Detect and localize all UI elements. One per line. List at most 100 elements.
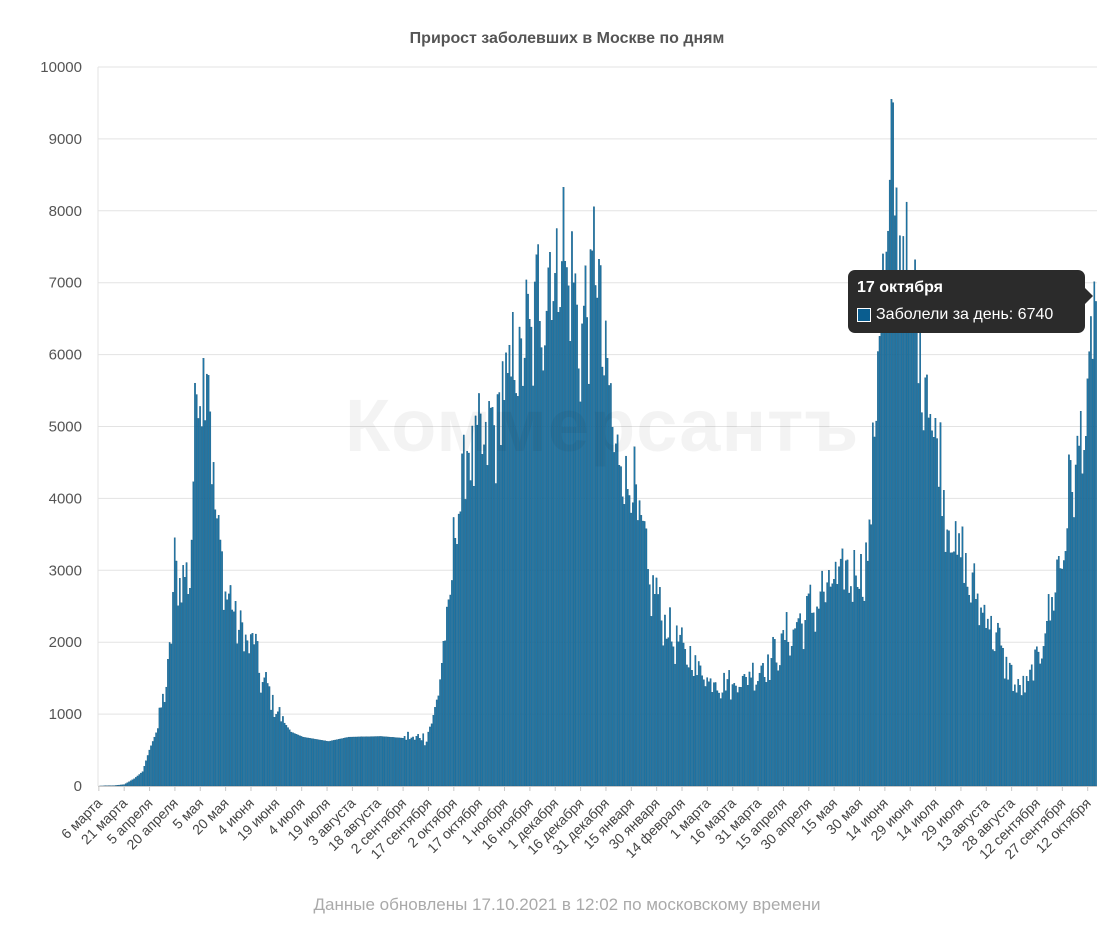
tooltip-date: 17 октября (857, 279, 943, 296)
bar (699, 665, 702, 787)
bar (721, 692, 724, 787)
bar (271, 694, 274, 787)
bar (843, 589, 845, 787)
bar (287, 727, 289, 787)
bar (197, 418, 200, 787)
bar (456, 544, 458, 787)
bar (689, 646, 692, 787)
bar (268, 686, 271, 787)
bar (258, 672, 261, 787)
bar (834, 561, 837, 787)
bar (750, 677, 752, 787)
bar (336, 739, 338, 787)
bar (959, 557, 962, 787)
bar (462, 434, 465, 787)
bar (745, 677, 747, 787)
bar (214, 509, 217, 787)
bar (931, 430, 933, 787)
bar (273, 717, 276, 787)
bar (746, 685, 749, 787)
bar (917, 383, 920, 787)
bar (277, 711, 279, 787)
bar (527, 293, 529, 787)
bar (596, 297, 599, 787)
bar (342, 738, 345, 787)
bar (696, 675, 698, 787)
bar (1064, 551, 1067, 787)
bar (929, 414, 932, 787)
bar (848, 592, 851, 787)
bar (1057, 556, 1060, 787)
chart-title: Прирост заболевших в Москве по дням (409, 30, 725, 47)
bar (926, 374, 928, 787)
bar (782, 630, 785, 787)
bar (976, 593, 979, 787)
bar (752, 662, 754, 787)
bar (623, 504, 626, 787)
bar (293, 733, 296, 787)
bar (576, 304, 578, 787)
bar (200, 426, 203, 787)
bar (958, 533, 960, 787)
bar (831, 583, 834, 787)
bar (772, 636, 774, 787)
bar (222, 609, 225, 787)
bar (397, 737, 399, 787)
bar (997, 622, 999, 787)
bar (738, 686, 741, 787)
bar (430, 723, 433, 787)
bar (1078, 445, 1080, 787)
bar (239, 610, 242, 787)
bar (986, 618, 989, 787)
bar (647, 569, 649, 787)
bar (386, 736, 389, 787)
bar (659, 587, 661, 787)
bar (633, 446, 636, 787)
bar (469, 480, 472, 787)
y-tick-label: 6000 (49, 347, 82, 364)
bar (616, 434, 619, 787)
bar (1068, 454, 1070, 787)
bar (762, 663, 764, 787)
bar (795, 622, 798, 787)
bar (1091, 358, 1094, 787)
bar (883, 294, 886, 787)
bar (341, 738, 343, 787)
bar (1002, 647, 1004, 787)
bar (346, 737, 348, 787)
y-tick-label: 2000 (49, 634, 82, 651)
bar (219, 539, 222, 787)
bar (897, 315, 900, 787)
bar (1034, 649, 1036, 787)
bar (687, 667, 690, 787)
bar (812, 612, 815, 787)
bar (932, 437, 935, 787)
bar (711, 692, 714, 787)
bar (1086, 378, 1089, 787)
bar (713, 682, 715, 787)
bar (238, 629, 240, 787)
bar (437, 695, 440, 787)
bar (775, 662, 778, 787)
bar (363, 736, 365, 787)
bar (866, 560, 869, 787)
bar (283, 722, 286, 787)
bar (826, 582, 829, 787)
bar (611, 427, 614, 787)
bar (280, 721, 283, 787)
bar (249, 634, 252, 787)
bar (1025, 676, 1028, 787)
bar (1074, 464, 1077, 787)
bar (648, 584, 651, 787)
bar (427, 731, 430, 787)
bar (1085, 436, 1087, 787)
bar (373, 736, 376, 787)
bar (270, 709, 272, 787)
bar (1083, 450, 1085, 787)
bar (484, 421, 487, 787)
chart-tooltip: 17 октября Заболели за день: 6740 (848, 270, 1093, 333)
bar (439, 679, 441, 787)
bar (985, 627, 987, 787)
bar (348, 736, 350, 787)
bar (116, 785, 119, 787)
